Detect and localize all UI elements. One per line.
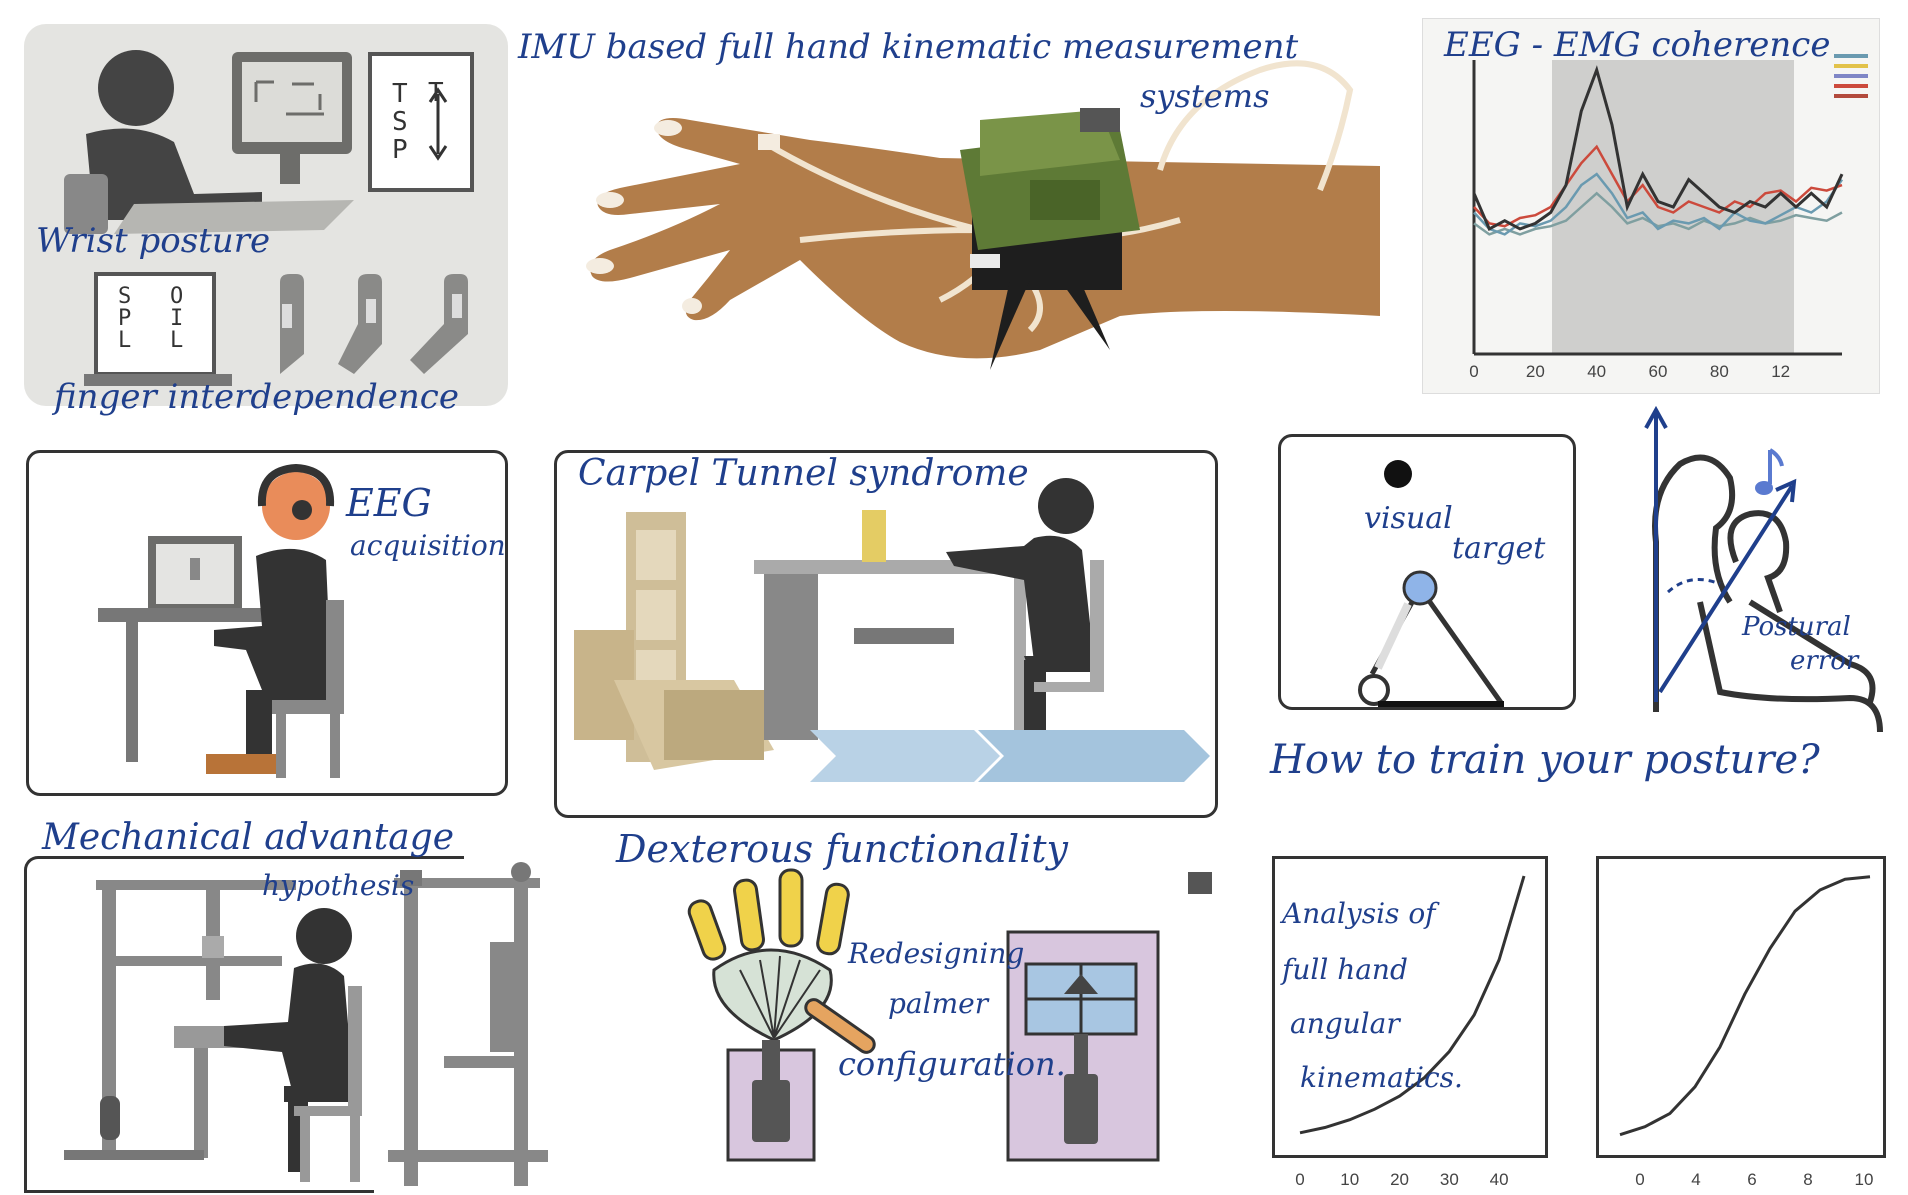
- card-letter: P: [118, 306, 132, 331]
- postural-label: Postural: [1742, 612, 1851, 642]
- visual-label: visual: [1364, 501, 1453, 536]
- sigmoid-chart: [1619, 875, 1871, 1137]
- sigmoid-chart-panel: [1596, 856, 1886, 1158]
- dexterous-illustration: [687, 868, 1212, 1162]
- x-tick-label: 0: [1635, 1170, 1645, 1189]
- analysis-label-line2: full hand: [1282, 953, 1408, 986]
- mechanical-advantage-bottom-rule: [24, 1190, 374, 1193]
- x-tick-label: 40: [1489, 1170, 1509, 1189]
- error-label: error: [1790, 646, 1859, 676]
- coherence-chart: [1472, 54, 1868, 356]
- card-letter: S: [118, 284, 132, 309]
- wrist-posture-illustration: [64, 50, 474, 386]
- card-letter: L: [170, 328, 184, 353]
- coherence-series-line: [1472, 65, 1844, 231]
- visual-target-illustration: [1358, 460, 1505, 707]
- carpal-tunnel-illustration: [574, 478, 1210, 782]
- x-tick-label: 6: [1747, 1170, 1757, 1189]
- music-note-icon: [1755, 481, 1773, 495]
- sigmoid-curve: [1619, 875, 1871, 1137]
- angular-kinematics-chart: [1299, 875, 1526, 1135]
- x-tick-label: 30: [1439, 1170, 1459, 1189]
- x-tick-label: 12: [1771, 362, 1791, 381]
- dexterous-label: Dexterous functionality: [616, 827, 1069, 871]
- redesigning-label: Redesigning: [848, 937, 1025, 970]
- card-letter: P: [392, 135, 408, 165]
- legend-swatch: [1834, 84, 1868, 88]
- legend-swatch: [1834, 74, 1868, 78]
- eeg-illustration: [98, 463, 344, 778]
- x-tick-label: 10: [1854, 1170, 1874, 1189]
- palmer-label: palmer: [888, 987, 989, 1020]
- coherence-series-line: [1473, 191, 1843, 236]
- analysis-label-line1: Analysis of: [1282, 897, 1436, 930]
- legend-swatch: [1834, 94, 1868, 98]
- mechanical-advantage-panel: [24, 856, 464, 1192]
- imu-title-line2: systems: [1140, 77, 1270, 115]
- analysis-label-line4: kinematics.: [1300, 1061, 1463, 1094]
- postural-error-illustration: [1644, 405, 1883, 733]
- x-tick-label: 60: [1648, 362, 1668, 381]
- x-tick-label: 80: [1709, 362, 1729, 381]
- x-tick-label: 4: [1691, 1170, 1701, 1189]
- configuration-label: configuration.: [838, 1045, 1066, 1083]
- imu-hand-illustration: [586, 60, 1380, 370]
- target-label: target: [1452, 531, 1546, 566]
- spl-card-right-letters: O I L: [170, 286, 183, 352]
- eeg-label-line1: EEG: [346, 481, 432, 525]
- angular-kinematics-chart-panel: [1272, 856, 1548, 1158]
- wrist-posture-label: Wrist posture: [36, 221, 271, 261]
- eeg-emg-title: EEG - EMG coherence: [1444, 25, 1831, 65]
- imu-title-line1: IMU based full hand kinematic measuremen…: [518, 27, 1299, 67]
- card-letter: O: [170, 284, 184, 309]
- coherence-legend: [1834, 54, 1868, 98]
- coherence-series-line: [1473, 172, 1844, 236]
- target-dot-icon: [1384, 460, 1412, 488]
- legend-swatch: [1834, 64, 1868, 68]
- finger-interdependence-label: finger interdependence: [54, 377, 459, 417]
- eeg-label-line2: acquisition: [350, 529, 506, 562]
- x-tick-label: 40: [1587, 362, 1607, 381]
- card-letter: S: [392, 107, 408, 137]
- card-letter: I: [170, 306, 184, 331]
- kinematics-curve: [1299, 875, 1526, 1135]
- spl-card-left-letters: S P L: [118, 286, 131, 352]
- x-tick-label: 0: [1295, 1170, 1305, 1189]
- card-letter: T: [392, 79, 408, 109]
- x-tick-label: 0: [1469, 362, 1479, 381]
- x-tick-label: 20: [1525, 362, 1545, 381]
- mechanical-advantage-illustration: [64, 862, 548, 1186]
- tsp-card-right-letter: T: [428, 78, 444, 108]
- coherence-series-line: [1473, 144, 1843, 228]
- x-tick-label: 8: [1803, 1170, 1813, 1189]
- card-letter: L: [118, 328, 132, 353]
- x-tick-label: 10: [1340, 1170, 1360, 1189]
- legend-swatch: [1834, 54, 1868, 58]
- tilted-arrow-icon: [1658, 484, 1794, 694]
- tsp-card-letters: T S P: [392, 80, 408, 164]
- carpal-tunnel-label: Carpel Tunnel syndrome: [578, 453, 1029, 494]
- train-posture-label: How to train your posture?: [1270, 737, 1820, 783]
- x-tick-label: 20: [1390, 1170, 1410, 1189]
- hypothesis-label: hypothesis: [262, 869, 415, 902]
- mechanical-advantage-label: Mechanical advantage: [42, 817, 455, 858]
- analysis-label-line3: angular: [1290, 1007, 1400, 1040]
